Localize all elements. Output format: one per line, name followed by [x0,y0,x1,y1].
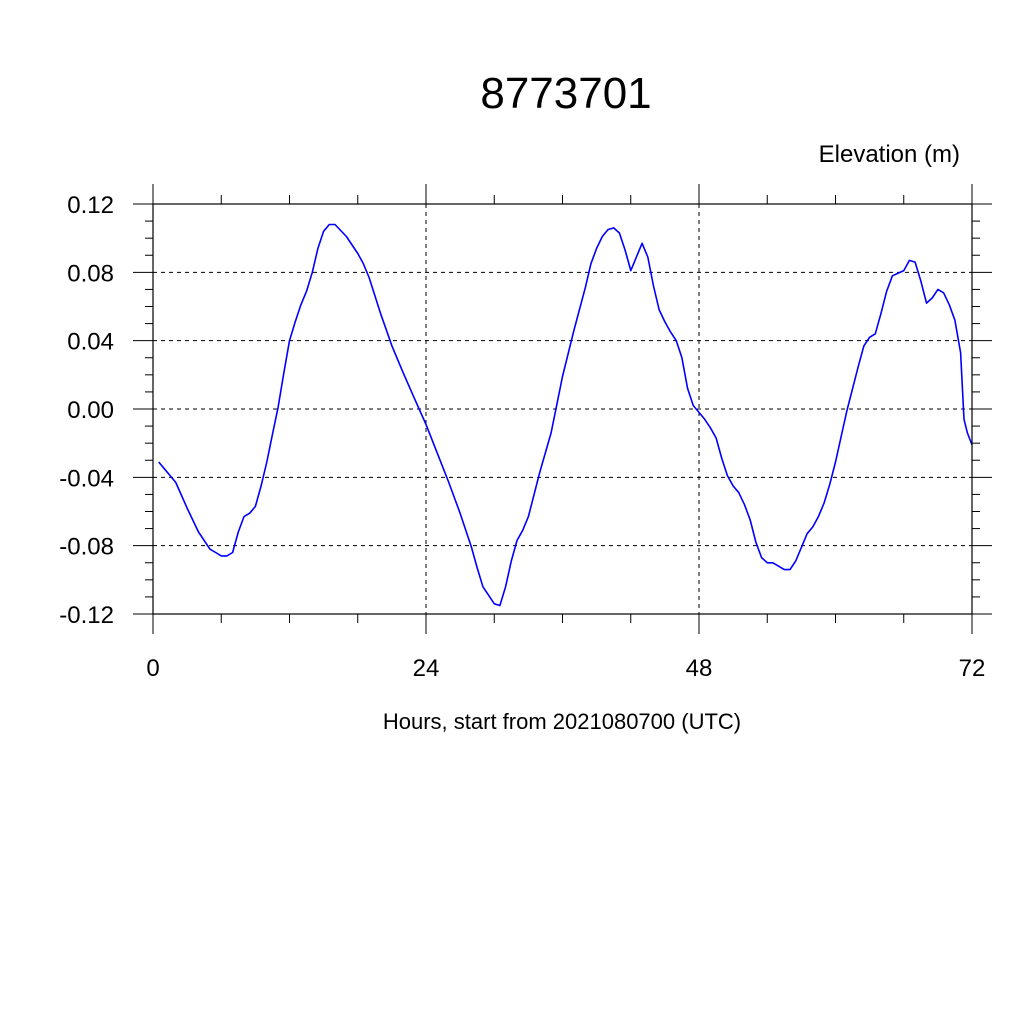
y-tick-label: 0.04 [67,329,114,356]
y-tick-label: -0.08 [59,534,114,561]
y-tick-labels: -0.12 -0.08 -0.04 0.00 0.04 0.08 0.12 [59,192,114,629]
x-tick-labels: 0 24 48 72 [146,655,985,682]
x-tick-label: 24 [413,655,440,682]
x-tick-label: 72 [959,655,986,682]
x-tick-label: 0 [146,655,159,682]
x-axis-label: Hours, start from 2021080700 (UTC) [383,709,741,734]
major-ticks [133,184,992,634]
plot-frame [152,203,973,615]
chart-title: 8773701 [480,69,651,118]
minor-ticks [145,195,980,623]
series-group [158,223,973,607]
y-tick-label: 0.12 [67,192,114,219]
y-tick-label: 0.08 [67,260,114,287]
x-tick-label: 48 [686,655,713,682]
y-tick-label: 0.00 [67,397,114,424]
y-tick-label: -0.04 [59,465,114,492]
elevation-series-line [158,223,973,607]
y-unit-label: Elevation (m) [819,141,960,168]
plot-border [152,203,973,615]
gridlines [153,203,972,615]
y-tick-label: -0.12 [59,602,114,629]
